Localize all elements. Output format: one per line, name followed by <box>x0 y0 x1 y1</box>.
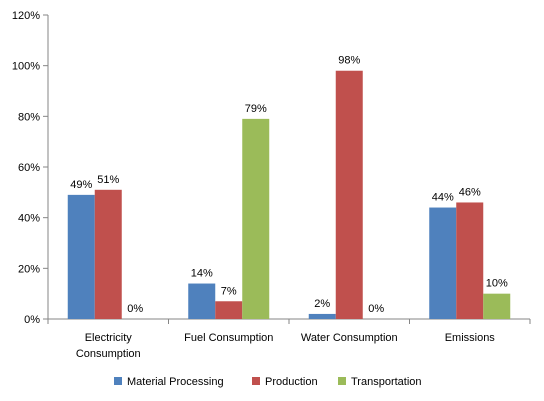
data-label: 7% <box>221 285 237 297</box>
data-labels-group: 49% 14% 2% 44% 51% 7% 98% 46% 0% 79% 0% 10% <box>70 55 508 315</box>
y-tick-group: 0% 20% 40% 60% 80% 100% 120% <box>12 10 48 326</box>
legend-label: Transportation <box>351 376 422 388</box>
bar <box>308 313 336 319</box>
legend-label: Production <box>265 376 318 388</box>
bar <box>456 202 484 319</box>
bar <box>483 293 511 319</box>
data-label: 98% <box>338 55 360 67</box>
data-label: 51% <box>97 174 119 186</box>
category-label: Emissions <box>445 332 496 344</box>
y-tick-label: 80% <box>18 111 40 123</box>
data-label: 2% <box>314 298 330 310</box>
category-label: Electricity <box>85 332 133 344</box>
bar <box>429 207 457 319</box>
legend-swatch <box>114 377 122 385</box>
y-tick-label: 20% <box>18 263 40 275</box>
category-label: Fuel Consumption <box>184 332 273 344</box>
data-label: 14% <box>191 268 213 280</box>
x-tick-group <box>47 319 531 324</box>
category-label: Consumption <box>76 348 141 360</box>
category-label: Water Consumption <box>301 332 398 344</box>
data-label: 10% <box>486 278 508 290</box>
legend-swatch <box>252 377 260 385</box>
data-label: 46% <box>459 186 481 198</box>
y-tick-label: 0% <box>24 314 40 326</box>
bar <box>67 194 95 319</box>
legend: Material Processing Production Transportat… <box>114 376 422 388</box>
bar <box>242 118 270 319</box>
data-label: 0% <box>127 303 143 315</box>
bar <box>94 189 122 319</box>
legend-label: Material Processing <box>127 376 224 388</box>
bar <box>335 70 363 319</box>
y-tick-label: 40% <box>18 213 40 225</box>
bar <box>188 283 216 319</box>
data-label: 0% <box>368 303 384 315</box>
legend-swatch <box>338 377 346 385</box>
y-tick-label: 120% <box>12 10 40 22</box>
data-label: 49% <box>70 179 92 191</box>
y-tick-label: 100% <box>12 61 40 73</box>
category-labels-group: Electricity Consumption Fuel Consumption Wa… <box>76 332 495 360</box>
y-tick-label: 60% <box>18 162 40 174</box>
data-label: 79% <box>245 103 267 115</box>
bar <box>215 301 243 319</box>
data-label: 44% <box>432 192 454 204</box>
bars-group <box>67 70 511 319</box>
